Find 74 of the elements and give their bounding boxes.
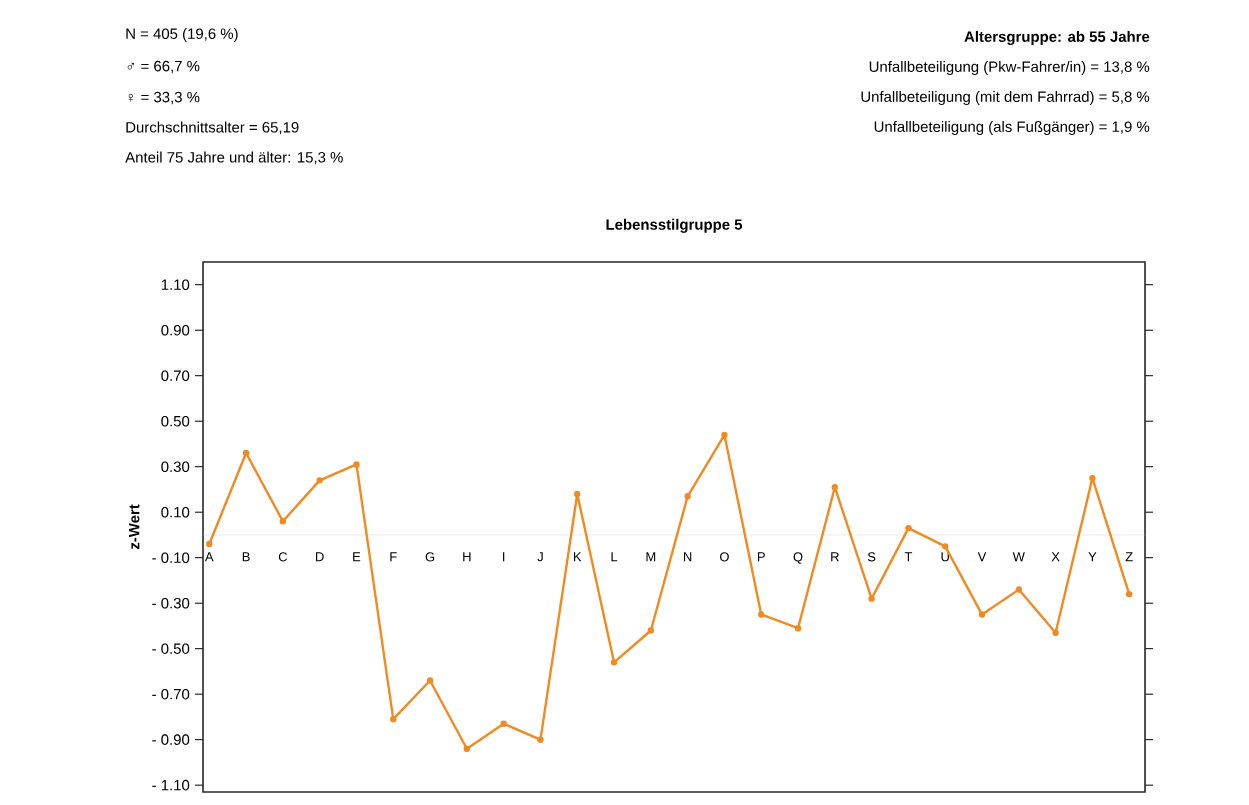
point — [574, 490, 581, 498]
x-tick-label: R — [831, 552, 839, 562]
point — [1052, 629, 1059, 636]
x-tick-label: N — [684, 552, 692, 562]
point — [316, 477, 323, 484]
x-tick-label: O — [720, 552, 729, 562]
point — [610, 659, 618, 666]
point — [1015, 586, 1022, 593]
y-tick-label: 1.10 — [161, 279, 190, 291]
point — [721, 431, 728, 439]
point — [794, 625, 802, 632]
x-tick-label: H — [463, 552, 471, 562]
x-tick-label: F — [390, 552, 397, 562]
point — [353, 461, 360, 468]
text: Unfallbeteiligung (mit dem Fahrrad) = 5,8 % — [861, 91, 1150, 105]
x-tick-label: K — [573, 552, 582, 562]
y-tick-label: 0.30 — [161, 461, 190, 472]
point — [758, 611, 765, 618]
point — [1126, 590, 1133, 598]
y-tick-label: 0.10 — [161, 506, 190, 518]
point — [279, 518, 287, 525]
point — [463, 745, 471, 752]
text: ♀ = 33,3 % — [128, 91, 200, 105]
text: ♂ = 66,7 % — [127, 60, 200, 74]
x-tick-label: X — [1051, 552, 1060, 562]
text: Unfallbeteiligung (als Fußgänger) = 1,9 % — [874, 121, 1150, 135]
point — [647, 627, 655, 634]
x-tick-label: Z — [1125, 552, 1133, 562]
text: N = 405 (19,6 %) — [126, 28, 238, 42]
point — [942, 543, 949, 550]
y-tick-label: - 0.10 — [152, 552, 190, 563]
point — [537, 736, 544, 743]
x-tick-label: L — [611, 552, 618, 562]
x-tick-label: V — [977, 552, 987, 562]
y-tick-label: 0.50 — [161, 415, 190, 427]
x-tick-label: Y — [1088, 552, 1097, 562]
point — [831, 483, 839, 491]
point — [905, 524, 912, 532]
point — [206, 540, 213, 548]
x-tick-label: E — [353, 552, 361, 562]
chart-title: Lebensstilgruppe 5 — [606, 218, 743, 233]
point — [500, 720, 507, 727]
y-tick-label: 0.70 — [161, 370, 190, 381]
point — [390, 716, 397, 723]
x-tick-label: S — [867, 552, 876, 562]
point — [684, 493, 691, 500]
x-tick-label: I — [503, 552, 505, 562]
x-tick-label: J — [537, 552, 543, 562]
point — [242, 449, 250, 457]
text: Durchschnittsalter = 65,19 — [126, 121, 299, 135]
y-tick-label: - 0.70 — [152, 688, 190, 700]
y-tick-label: - 0.50 — [152, 643, 190, 654]
y-tick-label: - 0.30 — [152, 597, 190, 609]
x-tick-label: Q — [793, 552, 803, 564]
point — [978, 611, 986, 618]
point — [868, 595, 875, 602]
x-tick-label: A — [204, 552, 214, 562]
point — [426, 677, 434, 684]
x-tick-label: B — [242, 552, 250, 562]
text: Anteil 75 Jahre und älter: 15,3 % — [125, 151, 343, 165]
x-tick-label: M — [646, 552, 656, 562]
x-tick-label: G — [425, 552, 435, 562]
y-tick-label: 0.90 — [161, 324, 190, 336]
y-axis-title: z-Wert — [129, 504, 140, 550]
x-tick-label: P — [757, 552, 765, 562]
text: Unfallbeteiligung (Pkw-Fahrer/in) = 13,8 % — [869, 61, 1150, 75]
point — [1089, 474, 1096, 482]
x-tick-label: C — [278, 552, 288, 562]
x-tick-label: D — [316, 552, 324, 562]
y-tick-label: - 0.90 — [152, 734, 190, 745]
x-tick-label: T — [904, 552, 913, 562]
y-tick-label: - 1.10 — [152, 779, 190, 791]
x-tick-label: W — [1012, 552, 1025, 562]
chart-subtitle: Altersgruppe: ab 55 Jahre — [964, 30, 1150, 45]
